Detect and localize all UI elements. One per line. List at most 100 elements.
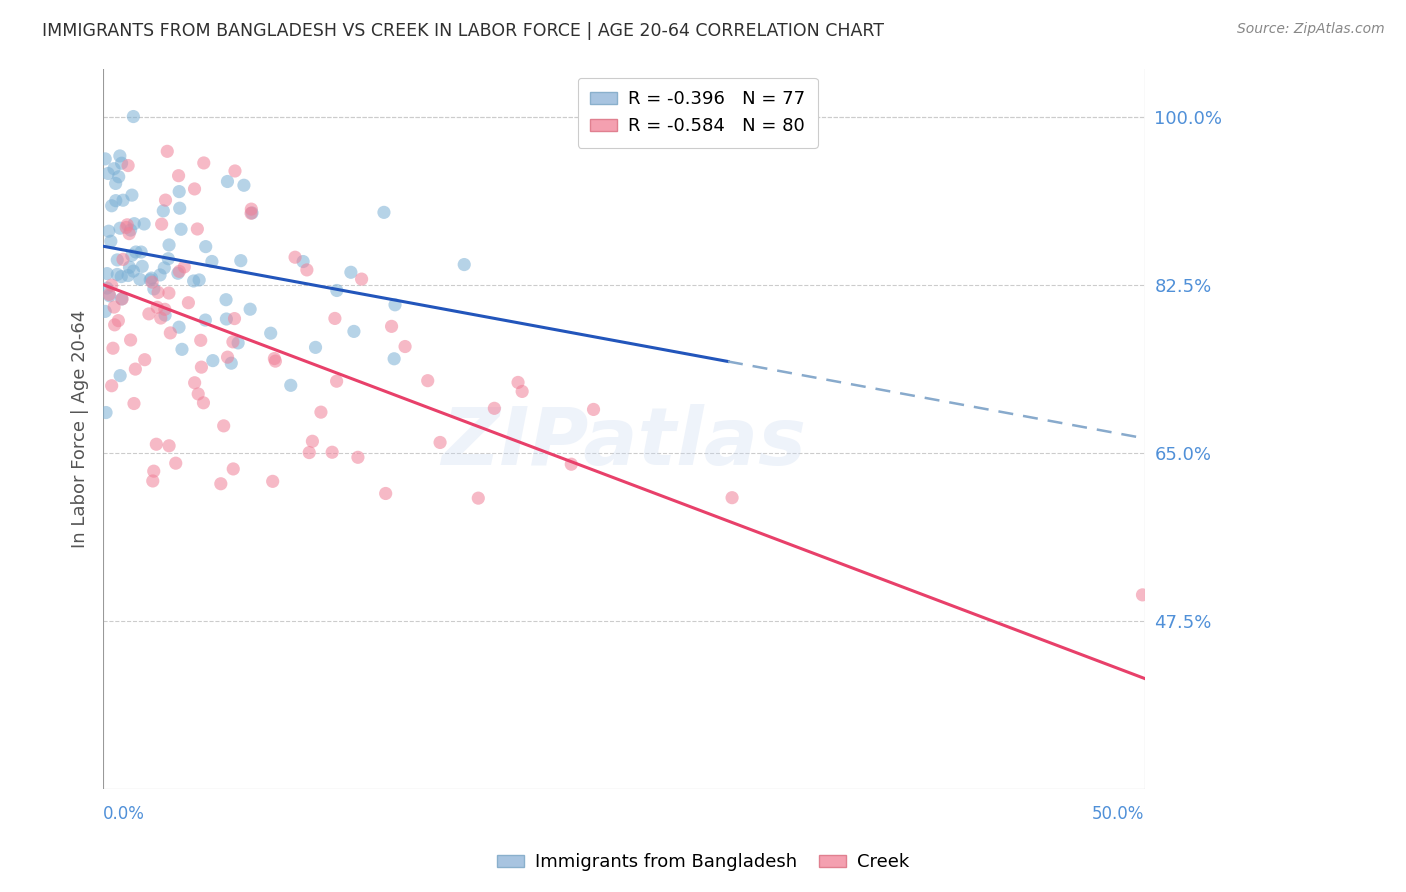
Point bbox=[416, 374, 439, 388]
Point bbox=[484, 401, 506, 416]
Point bbox=[170, 343, 193, 357]
Point bbox=[201, 353, 224, 368]
Point bbox=[193, 396, 215, 410]
Point bbox=[94, 405, 117, 419]
Point bbox=[188, 273, 211, 287]
Point bbox=[156, 145, 179, 159]
Point bbox=[153, 302, 176, 317]
Point bbox=[128, 272, 150, 286]
Point bbox=[382, 351, 405, 366]
Legend: Immigrants from Bangladesh, Creek: Immigrants from Bangladesh, Creek bbox=[489, 847, 917, 879]
Point bbox=[186, 222, 208, 236]
Point bbox=[111, 292, 134, 306]
Point bbox=[217, 174, 239, 188]
Point bbox=[111, 193, 134, 207]
Point bbox=[380, 319, 402, 334]
Point bbox=[141, 271, 163, 285]
Point bbox=[190, 360, 212, 375]
Point bbox=[222, 334, 245, 349]
Point bbox=[215, 312, 238, 326]
Point bbox=[240, 202, 263, 216]
Point bbox=[98, 289, 121, 303]
Point bbox=[292, 254, 315, 268]
Point bbox=[94, 304, 117, 318]
Point bbox=[262, 475, 284, 489]
Point bbox=[122, 110, 145, 124]
Point bbox=[104, 318, 127, 332]
Point bbox=[134, 352, 156, 367]
Point bbox=[323, 311, 346, 326]
Point bbox=[193, 156, 215, 170]
Point bbox=[103, 161, 125, 176]
Point bbox=[110, 156, 132, 170]
Point bbox=[582, 402, 605, 417]
Point bbox=[453, 258, 475, 272]
Point bbox=[232, 178, 254, 193]
Y-axis label: In Labor Force | Age 20-64: In Labor Force | Age 20-64 bbox=[72, 310, 89, 548]
Point bbox=[212, 418, 235, 433]
Point bbox=[105, 252, 128, 267]
Point bbox=[373, 205, 395, 219]
Point bbox=[108, 221, 131, 235]
Point bbox=[100, 234, 122, 248]
Point bbox=[298, 445, 321, 459]
Point bbox=[157, 439, 180, 453]
Point bbox=[150, 217, 173, 231]
Point bbox=[122, 396, 145, 410]
Point bbox=[169, 264, 191, 278]
Point bbox=[120, 333, 142, 347]
Point bbox=[394, 339, 416, 353]
Point bbox=[240, 206, 263, 220]
Point bbox=[224, 164, 246, 178]
Point bbox=[167, 169, 190, 183]
Point bbox=[222, 462, 245, 476]
Point bbox=[142, 464, 165, 478]
Point bbox=[96, 281, 118, 295]
Point bbox=[100, 199, 122, 213]
Point bbox=[100, 378, 122, 392]
Point bbox=[215, 293, 238, 307]
Point bbox=[149, 311, 172, 326]
Legend: R = -0.396   N = 77, R = -0.584   N = 80: R = -0.396 N = 77, R = -0.584 N = 80 bbox=[578, 78, 818, 148]
Point bbox=[280, 378, 302, 392]
Point bbox=[122, 217, 145, 231]
Point bbox=[122, 264, 145, 278]
Point bbox=[118, 260, 141, 275]
Point bbox=[226, 335, 249, 350]
Point bbox=[170, 222, 193, 236]
Text: 0.0%: 0.0% bbox=[103, 805, 145, 823]
Point bbox=[96, 267, 118, 281]
Text: ZIPatlas: ZIPatlas bbox=[441, 404, 807, 483]
Point bbox=[321, 445, 343, 459]
Point bbox=[141, 275, 163, 289]
Point bbox=[167, 185, 190, 199]
Point bbox=[146, 301, 169, 315]
Point bbox=[165, 456, 187, 470]
Point bbox=[97, 224, 120, 238]
Point bbox=[134, 217, 156, 231]
Point bbox=[304, 340, 326, 354]
Point bbox=[101, 341, 124, 355]
Point bbox=[284, 250, 307, 264]
Text: 50.0%: 50.0% bbox=[1092, 805, 1144, 823]
Point bbox=[1132, 588, 1154, 602]
Point bbox=[107, 169, 129, 184]
Point bbox=[167, 320, 190, 334]
Point bbox=[343, 325, 366, 339]
Point bbox=[157, 238, 180, 252]
Point bbox=[374, 486, 396, 500]
Point bbox=[187, 387, 209, 401]
Point bbox=[560, 457, 582, 471]
Point bbox=[209, 476, 232, 491]
Point bbox=[142, 474, 165, 488]
Point bbox=[159, 326, 181, 340]
Point bbox=[264, 354, 287, 368]
Point bbox=[104, 194, 127, 208]
Point bbox=[260, 326, 283, 341]
Point bbox=[263, 351, 285, 366]
Point bbox=[142, 282, 165, 296]
Point bbox=[467, 491, 489, 505]
Point bbox=[145, 437, 167, 451]
Point bbox=[183, 274, 205, 288]
Point bbox=[506, 376, 529, 390]
